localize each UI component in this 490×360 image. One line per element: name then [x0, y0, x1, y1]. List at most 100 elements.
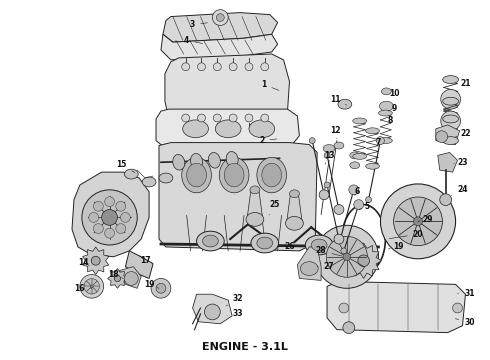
Circle shape: [182, 114, 190, 122]
Circle shape: [90, 285, 93, 288]
Ellipse shape: [220, 157, 249, 193]
Ellipse shape: [183, 120, 208, 138]
Text: 19: 19: [144, 280, 159, 289]
Text: 14: 14: [78, 258, 89, 267]
Text: ENGINE - 3.1L: ENGINE - 3.1L: [202, 342, 288, 352]
Circle shape: [414, 217, 422, 226]
Polygon shape: [82, 247, 109, 275]
Ellipse shape: [250, 186, 260, 194]
Text: 9: 9: [389, 104, 397, 113]
Ellipse shape: [246, 212, 264, 226]
Ellipse shape: [196, 231, 224, 251]
Text: 29: 29: [418, 215, 433, 224]
Ellipse shape: [311, 239, 327, 251]
Text: 25: 25: [269, 200, 280, 215]
Ellipse shape: [334, 142, 344, 149]
Ellipse shape: [290, 190, 299, 198]
Circle shape: [94, 201, 103, 211]
Polygon shape: [125, 251, 153, 278]
Text: 26: 26: [278, 242, 295, 251]
Circle shape: [349, 185, 359, 195]
Polygon shape: [346, 243, 381, 278]
Circle shape: [182, 63, 190, 71]
Polygon shape: [108, 269, 127, 288]
Ellipse shape: [226, 152, 238, 167]
Ellipse shape: [208, 153, 220, 168]
Polygon shape: [438, 152, 458, 172]
Text: 32: 32: [226, 294, 244, 306]
Polygon shape: [159, 143, 317, 251]
Circle shape: [229, 114, 237, 122]
Ellipse shape: [443, 76, 459, 84]
Ellipse shape: [251, 233, 279, 253]
Text: 10: 10: [389, 89, 399, 98]
Circle shape: [121, 212, 130, 222]
Circle shape: [366, 197, 371, 203]
Text: 20: 20: [389, 230, 423, 239]
Text: 2: 2: [259, 136, 277, 145]
Text: 24: 24: [452, 185, 468, 196]
Text: 15: 15: [116, 160, 135, 173]
Polygon shape: [327, 282, 466, 333]
Text: 5: 5: [359, 202, 369, 211]
Circle shape: [343, 253, 351, 261]
Text: 33: 33: [227, 309, 244, 318]
Ellipse shape: [378, 110, 392, 116]
Circle shape: [116, 201, 125, 211]
Text: 13: 13: [324, 151, 334, 164]
Polygon shape: [297, 247, 321, 280]
Circle shape: [380, 184, 456, 259]
Circle shape: [393, 197, 442, 246]
Circle shape: [376, 137, 384, 145]
Ellipse shape: [173, 154, 185, 170]
Text: 23: 23: [454, 158, 468, 167]
Ellipse shape: [159, 173, 173, 183]
Text: 30: 30: [455, 318, 475, 327]
Circle shape: [212, 10, 228, 26]
Circle shape: [261, 114, 269, 122]
Ellipse shape: [224, 163, 244, 187]
Circle shape: [151, 278, 171, 298]
Circle shape: [341, 248, 347, 254]
Ellipse shape: [215, 120, 241, 138]
Circle shape: [116, 224, 125, 234]
Circle shape: [326, 236, 368, 277]
Polygon shape: [247, 190, 263, 219]
Polygon shape: [72, 172, 149, 257]
Circle shape: [453, 303, 463, 313]
Text: 27: 27: [317, 262, 334, 271]
Ellipse shape: [249, 120, 275, 138]
Text: 11: 11: [330, 95, 347, 105]
Polygon shape: [161, 34, 278, 60]
Circle shape: [89, 212, 98, 222]
Polygon shape: [287, 194, 302, 223]
Circle shape: [80, 275, 103, 298]
Circle shape: [124, 271, 138, 285]
Circle shape: [324, 152, 330, 158]
Ellipse shape: [305, 235, 333, 255]
Ellipse shape: [378, 138, 392, 144]
Circle shape: [94, 224, 103, 234]
Circle shape: [343, 322, 355, 334]
Ellipse shape: [350, 162, 360, 169]
Text: 4: 4: [184, 36, 203, 45]
Circle shape: [197, 63, 205, 71]
Text: 8: 8: [388, 116, 393, 125]
Ellipse shape: [366, 128, 379, 134]
Ellipse shape: [300, 262, 318, 275]
Text: 21: 21: [458, 79, 471, 91]
Circle shape: [261, 63, 269, 71]
Text: 28: 28: [316, 246, 342, 256]
Ellipse shape: [191, 153, 202, 169]
Circle shape: [84, 279, 99, 294]
Text: 19: 19: [389, 242, 403, 251]
Circle shape: [82, 190, 137, 245]
Circle shape: [104, 228, 115, 238]
Text: 7: 7: [376, 138, 381, 147]
Ellipse shape: [350, 152, 360, 159]
Ellipse shape: [379, 101, 393, 111]
Ellipse shape: [202, 235, 219, 247]
Ellipse shape: [262, 163, 282, 187]
Text: 1: 1: [261, 80, 279, 90]
Ellipse shape: [366, 163, 379, 169]
